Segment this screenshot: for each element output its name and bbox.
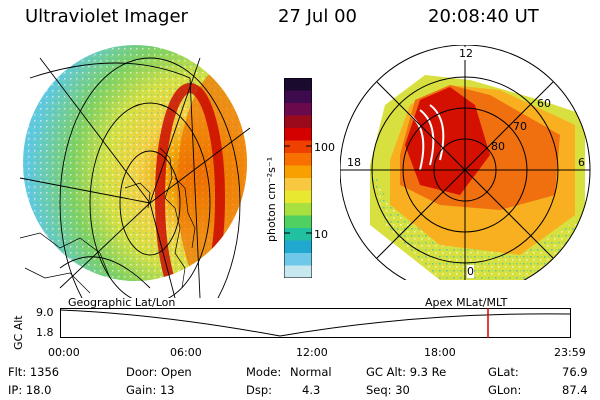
mlt-6-label: 6	[578, 156, 585, 169]
timeline-plot	[60, 308, 571, 338]
x-tick-4: 23:59	[554, 346, 586, 359]
lat-80-label: 80	[491, 140, 505, 153]
colorbar-unit-label: photon cm⁻²s⁻¹	[265, 156, 278, 242]
colorbar-band	[284, 228, 312, 241]
mlt-18-label: 18	[347, 156, 361, 169]
lat-60-label: 60	[537, 97, 551, 110]
geographic-image	[19, 45, 251, 298]
colorbar-band	[284, 78, 312, 91]
gain-value: Gain: 13	[126, 383, 175, 397]
timeline-y-min: 1.8	[36, 326, 54, 339]
colorbar-band	[284, 203, 312, 216]
colorbar-band	[284, 253, 312, 266]
x-tick-0: 00:00	[48, 346, 80, 359]
glon-value: 87.4	[562, 383, 588, 397]
ip-value: IP: 18.0	[8, 383, 52, 397]
lat-70-label: 70	[513, 120, 527, 133]
colorbar-band	[284, 165, 312, 179]
dsp-value: 4.3	[302, 383, 321, 397]
mlt-0-label: 0	[467, 265, 474, 278]
colorbar-band	[284, 240, 312, 254]
colorbar-band	[284, 90, 312, 104]
mode-label: Mode:	[246, 365, 282, 379]
colorbar-tick-10: 10	[314, 228, 328, 241]
x-tick-2: 12:00	[296, 346, 328, 359]
geo-grid	[19, 57, 251, 298]
timeline-left-label: Geographic Lat/Lon	[68, 296, 176, 309]
x-tick-1: 06:00	[170, 346, 202, 359]
x-tick-3: 18:00	[424, 346, 456, 359]
dsp-label: Dsp:	[246, 383, 273, 397]
glat-label: GLat:	[488, 365, 519, 379]
date-label: 27 Jul 00	[278, 6, 357, 27]
colorbar-band	[284, 153, 312, 166]
mlt-12-label: 12	[459, 47, 473, 60]
colorbar-band	[284, 265, 312, 278]
colorbar-band	[284, 115, 312, 129]
gc-altitude: GC Alt: 9.3 Re	[366, 365, 447, 379]
coastlines	[19, 147, 196, 294]
polar-plot	[340, 45, 591, 280]
polar-grid	[340, 45, 591, 280]
colorbar-band	[284, 178, 312, 191]
polar-emission	[370, 75, 585, 280]
colorbar-band	[284, 215, 312, 229]
mode-value: Normal	[290, 365, 332, 379]
flight-number: Flt: 1356	[8, 365, 60, 379]
colorbar	[284, 78, 312, 278]
sequence-number: Seq: 30	[366, 383, 410, 397]
colorbar-band	[284, 128, 312, 141]
glon-label: GLon:	[488, 383, 522, 397]
timeline-y-max: 9.0	[36, 306, 54, 319]
glat-value: 76.9	[562, 365, 588, 379]
colorbar-band	[284, 190, 312, 204]
timeline-axis-title: GC Alt	[12, 315, 25, 350]
door-status: Door: Open	[126, 365, 192, 379]
timeline-right-label: Apex MLat/MLT	[425, 296, 508, 309]
colorbar-tick-100: 100	[314, 141, 335, 154]
colorbar-band	[284, 140, 312, 154]
colorbar-band	[284, 103, 312, 116]
instrument-title: Ultraviolet Imager	[25, 6, 188, 27]
time-label: 20:08:40 UT	[428, 6, 539, 27]
altitude-curve	[60, 309, 571, 337]
